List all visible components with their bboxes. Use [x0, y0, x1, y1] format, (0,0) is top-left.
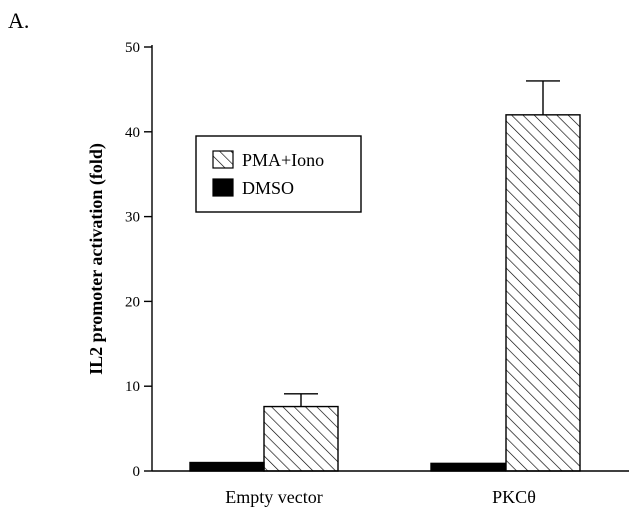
bar-dmso-pkc-theta	[430, 462, 506, 472]
y-tick-label-40: 40	[125, 125, 140, 141]
legend-label-pma-iono: PMA+Iono	[242, 150, 324, 170]
x-tick-labels: Empty vector PKCθ	[225, 487, 536, 507]
y-tick-label-10: 10	[125, 379, 140, 395]
legend-swatch-pma-iono	[212, 150, 234, 169]
legend-box	[195, 135, 362, 213]
x-tick-label-pkc-theta: PKCθ	[492, 487, 536, 507]
bar-dmso-empty-vector	[189, 461, 265, 472]
bars	[189, 80, 581, 472]
y-tick-label-0: 0	[133, 464, 141, 480]
y-tick-label-50: 50	[125, 40, 140, 56]
bar-pma-iono-pkc-theta	[505, 114, 581, 472]
x-tick-label-empty-vector: Empty vector	[225, 487, 322, 507]
y-tick-label-30: 30	[125, 210, 140, 226]
bar-pma-iono-empty-vector	[263, 405, 339, 472]
legend-swatch-dmso	[212, 178, 234, 197]
panel-label: A.	[8, 8, 29, 33]
y-tick-label-20: 20	[125, 294, 140, 310]
y-axis-label: IL2 promoter activation (fold)	[86, 143, 107, 375]
y-ticks: 0 10 20 30 40 50	[125, 40, 152, 480]
legend-label-dmso: DMSO	[242, 178, 294, 198]
legend: PMA+Iono DMSO	[195, 135, 362, 213]
